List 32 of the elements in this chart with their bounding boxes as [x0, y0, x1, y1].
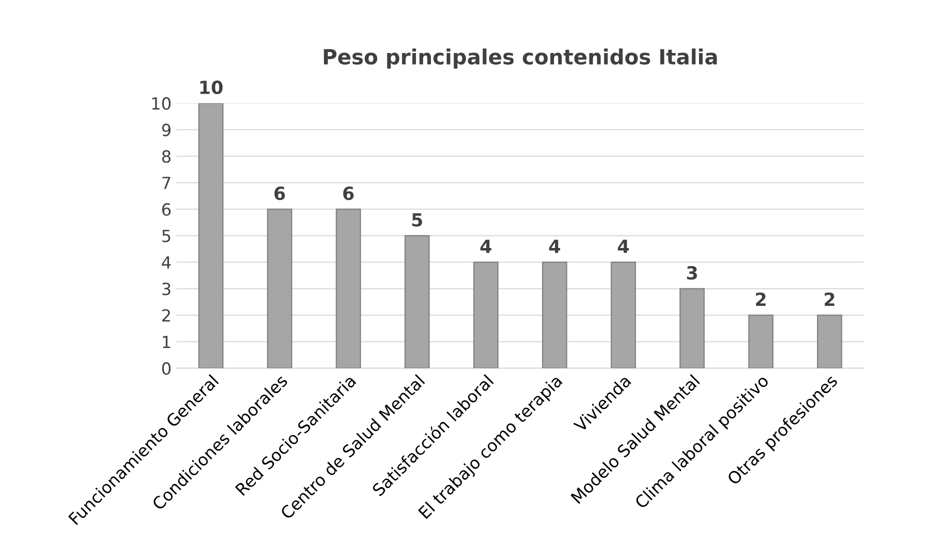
y-tick-label: 9 — [162, 124, 170, 136]
y-tick-label: 0 — [162, 362, 171, 375]
data-label: 10 — [200, 80, 223, 94]
bar — [542, 262, 568, 368]
y-tick-label: 8 — [162, 150, 171, 163]
bar — [267, 208, 292, 368]
y-tick-label: 3 — [162, 282, 170, 296]
bar — [473, 262, 498, 368]
y-tick-label: 7 — [162, 176, 170, 190]
data-label: 4 — [480, 240, 492, 253]
chart-title: Peso principales contenidos Italia — [324, 48, 717, 69]
bar — [404, 235, 430, 368]
bar — [336, 208, 361, 368]
data-label: 6 — [343, 186, 354, 200]
y-tick-label: 10 — [152, 97, 171, 110]
y-tick-label: 1 — [162, 336, 170, 348]
data-label: 4 — [549, 240, 560, 253]
data-label: 6 — [274, 186, 285, 200]
data-label: 3 — [687, 266, 697, 280]
data-label: 4 — [618, 240, 629, 253]
bar — [748, 314, 774, 368]
data-label: 5 — [412, 213, 422, 227]
y-tick-label: 6 — [162, 203, 171, 216]
bar — [817, 314, 842, 368]
y-tick-label: 2 — [162, 309, 170, 322]
bar — [680, 288, 705, 368]
y-tick-label: 4 — [162, 256, 171, 269]
data-label: 2 — [756, 292, 766, 306]
data-label: 2 — [824, 292, 834, 306]
bar — [610, 262, 636, 368]
y-tick-label: 5 — [162, 230, 170, 242]
bar — [198, 103, 224, 368]
